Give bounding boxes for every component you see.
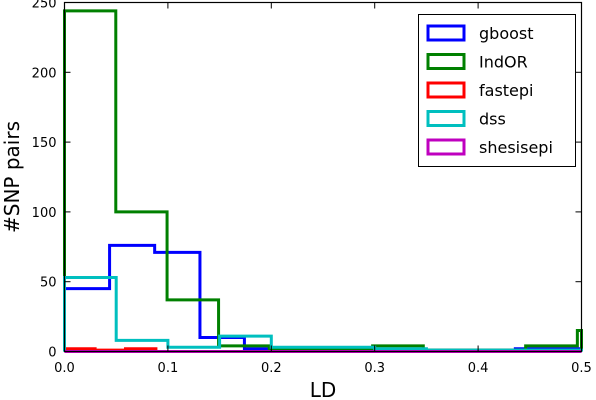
series-dss-step-line	[63, 276, 583, 352]
legend-swatch-IndOR	[426, 53, 466, 70]
series-gboost-step-line	[63, 243, 583, 352]
plot-frame	[63, 1, 583, 353]
x-tick-label: 0.3	[364, 361, 385, 376]
legend-label-dss: dss	[479, 110, 506, 129]
y-tick-label: 250	[32, 0, 57, 12]
y-tick-label: 200	[32, 66, 57, 81]
y-tick-label: 50	[40, 276, 57, 291]
y-axis-label: #SNP pairs	[0, 121, 24, 233]
x-tick-label: 0.4	[468, 361, 489, 376]
x-tick-label: 0.0	[54, 361, 75, 376]
x-tick-label: 0.2	[261, 361, 282, 376]
legend-swatch-dss	[426, 110, 466, 127]
x-axis-label: LD	[310, 378, 337, 400]
legend-label-gboost: gboost	[479, 24, 534, 43]
legend-swatch-gboost	[426, 24, 466, 42]
y-tick-label: 150	[32, 136, 57, 151]
x-tick-label: 0.5	[571, 361, 592, 376]
y-tick-label: 100	[32, 206, 57, 221]
legend-label-shesisepi: shesisepi	[479, 138, 553, 157]
legend-swatch-fastepi	[426, 81, 466, 99]
legend-swatch-shesisepi	[426, 138, 466, 156]
legend: gboost IndOR fastepi dss shesisepi	[418, 14, 576, 167]
legend-label-fastepi: fastepi	[479, 81, 534, 100]
y-tick-label: 0	[48, 346, 56, 361]
tick-layer: 0.0 0.1 0.2 0.3 0.4 0.5 0 50 100 150 200 250	[32, 0, 592, 376]
legend-label-IndOR: IndOR	[479, 53, 528, 72]
x-tick-label: 0.1	[158, 361, 179, 376]
